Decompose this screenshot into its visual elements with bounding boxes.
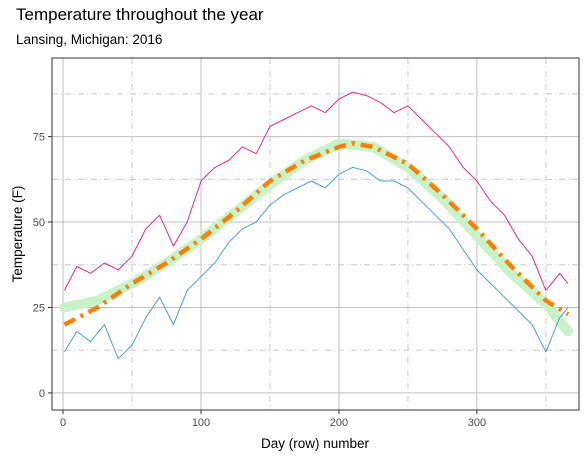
series-trend-line <box>63 141 570 327</box>
panel-border <box>51 57 580 411</box>
y-axis-title: Temperature (F) <box>10 186 25 283</box>
series-high-temp-line <box>63 91 569 291</box>
y-tick-label: 75 <box>33 132 45 144</box>
series-layer <box>63 91 569 360</box>
chart-subtitle: Lansing, Michigan: 2016 <box>16 32 163 47</box>
grid-layer <box>52 58 579 410</box>
axis-layer: 0 100 200 300 0 25 50 75 <box>33 132 486 429</box>
chart-title: Temperature throughout the year <box>16 5 264 24</box>
smooth-band-layer <box>59 138 573 337</box>
x-tick-label: 200 <box>330 417 348 429</box>
y-tick-label: 0 <box>39 388 45 400</box>
trend-layer <box>63 141 570 327</box>
x-tick-label: 100 <box>192 417 210 429</box>
y-tick-label: 25 <box>33 302 45 314</box>
y-tick-label: 50 <box>33 217 45 229</box>
x-axis-title: Day (row) number <box>261 436 370 451</box>
series-smooth-band <box>59 138 573 337</box>
series-low-temp-line <box>63 166 569 360</box>
x-tick-label: 300 <box>468 417 486 429</box>
x-tick-label: 0 <box>60 417 66 429</box>
